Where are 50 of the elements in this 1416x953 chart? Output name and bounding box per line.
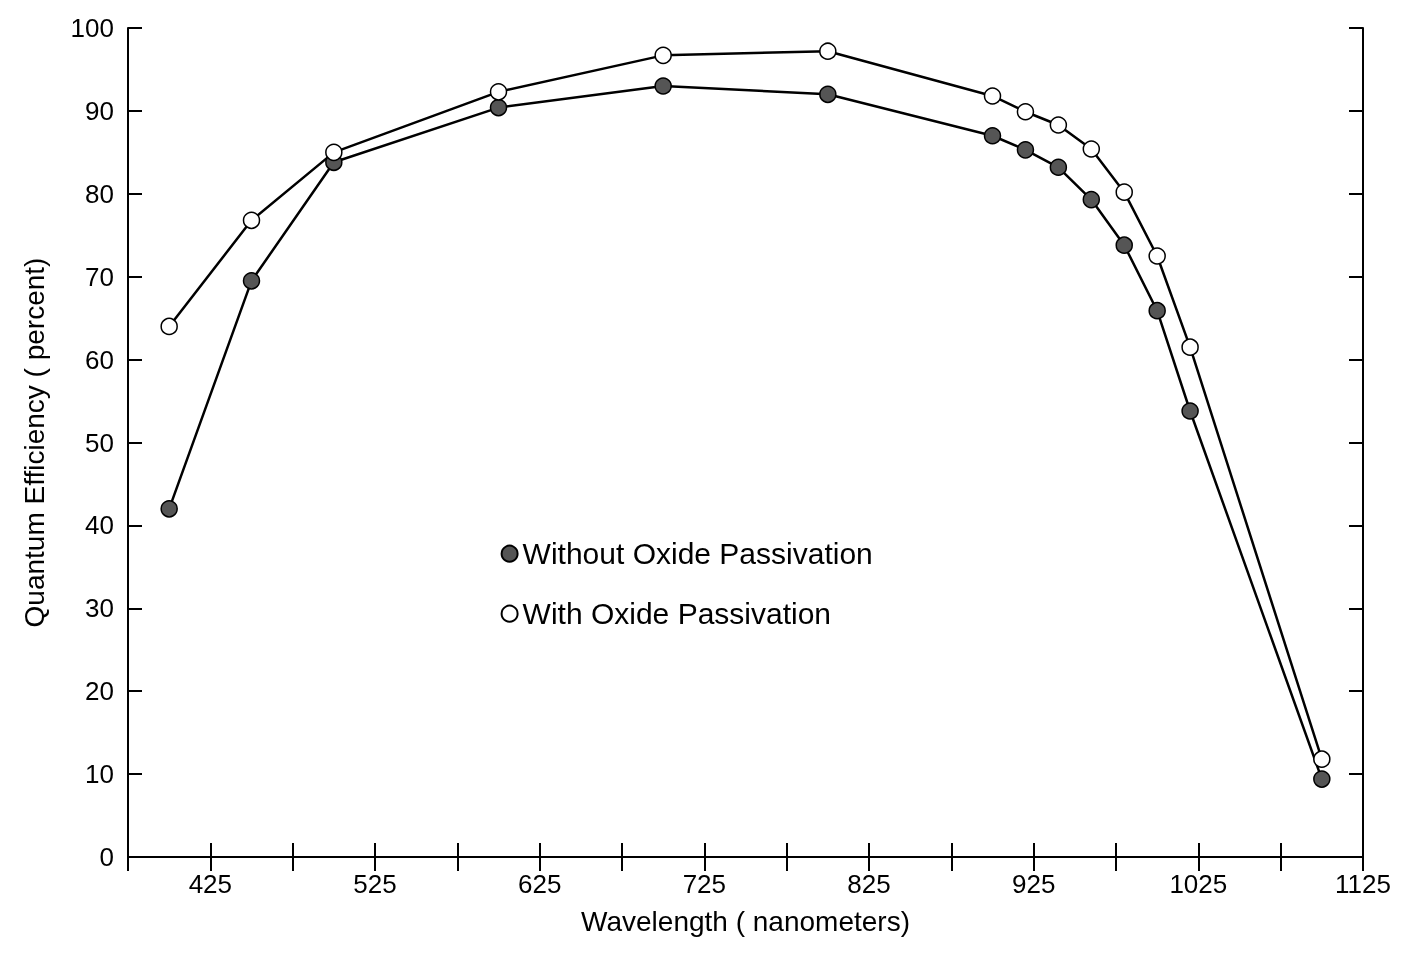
point: [242, 272, 261, 290]
y-tick-label: 80: [85, 178, 114, 209]
y-tick-label: 60: [85, 344, 114, 375]
point: [489, 98, 508, 117]
point: [242, 211, 261, 230]
point: [654, 77, 672, 95]
point: [325, 143, 343, 162]
point: [1313, 770, 1331, 788]
point: [1049, 116, 1068, 134]
x-tick-label: 1125: [1335, 869, 1391, 899]
y-tick-label: 100: [70, 13, 114, 43]
point: [1115, 236, 1133, 254]
legend-label: Without Oxide Passivation: [522, 537, 873, 571]
y-tick-label: 10: [85, 759, 114, 790]
point: [983, 127, 1002, 145]
point: [1082, 140, 1101, 158]
point: [1148, 301, 1166, 320]
x-tick-label: 1025: [1169, 869, 1228, 899]
x-tick-label: 725: [682, 869, 727, 899]
point: [819, 42, 837, 60]
x-tick-label: 425: [188, 869, 233, 899]
point: [1082, 190, 1101, 209]
point: [1313, 750, 1331, 768]
y-tick-label: 70: [85, 261, 114, 292]
x-tick-label: 525: [353, 869, 397, 899]
legend-label: With Oxide Passivation: [522, 597, 832, 631]
point: [160, 500, 178, 518]
point: [1016, 102, 1035, 121]
point: [1016, 141, 1035, 159]
x-tick-label: 625: [517, 869, 562, 899]
x-tick-label: 925: [1011, 869, 1056, 899]
x-axis-title: Wavelength ( nanometers): [581, 905, 910, 937]
point: [489, 83, 508, 101]
y-tick-label: 90: [85, 95, 114, 126]
y-tick-label: 50: [85, 427, 114, 458]
y-tick-label: 30: [85, 593, 114, 624]
y-axis-title: Quantum Efficiency ( percent): [18, 257, 50, 628]
x-tick-label: 825: [847, 869, 891, 899]
point: [1181, 402, 1199, 420]
point: [1115, 183, 1133, 201]
point: [1148, 247, 1166, 265]
y-tick-label: 20: [85, 676, 114, 707]
y-tick-label: 0: [99, 842, 114, 872]
point: [160, 317, 178, 336]
point: [1181, 338, 1199, 356]
point: [983, 87, 1002, 105]
point: [1049, 158, 1068, 177]
point: [654, 46, 672, 65]
point: [819, 85, 837, 104]
y-tick-label: 40: [85, 510, 114, 541]
